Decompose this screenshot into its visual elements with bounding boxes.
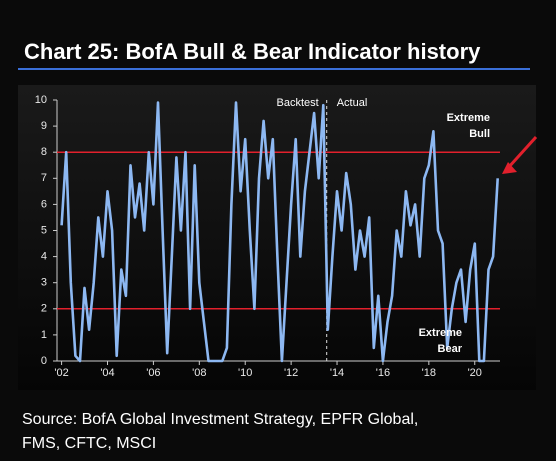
y-tick-label: 7: [41, 172, 47, 184]
y-tick-label: 10: [35, 94, 47, 106]
x-tick-label: '14: [330, 367, 344, 379]
arrow: [506, 135, 538, 170]
x-tick-label: '10: [238, 367, 252, 379]
source: Source: BofA Global Investment Strategy,…: [22, 411, 418, 428]
x-tick-label: '08: [192, 367, 206, 379]
annotation: Backtest: [277, 97, 319, 109]
arrow-head: [502, 162, 517, 174]
x-tick-label: '20: [468, 367, 482, 379]
x-tick-label: '06: [146, 367, 160, 379]
source: FMS, CFTC, MSCI: [22, 435, 156, 452]
x-tick-label: '18: [422, 367, 436, 379]
y-tick-label: 3: [41, 277, 47, 289]
chart-title: Chart 25: BofA Bull & Bear Indicator his…: [24, 39, 481, 64]
annotation: Bull: [469, 128, 490, 140]
series-line: [60, 101, 499, 363]
y-tick-label: 8: [41, 146, 47, 158]
annotation: Extreme: [447, 112, 490, 124]
x-tick-label: '16: [376, 367, 390, 379]
annotation: Extreme: [419, 327, 462, 339]
x-tick-label: '02: [54, 367, 68, 379]
x-tick-label: '12: [284, 367, 298, 379]
y-tick-label: 6: [41, 198, 47, 210]
annotation: Actual: [337, 97, 368, 109]
y-tick-label: 0: [41, 355, 47, 367]
y-tick-label: 5: [41, 224, 47, 236]
y-tick-label: 1: [41, 329, 47, 341]
annotation: Bear: [438, 343, 463, 355]
x-tick-label: '04: [100, 367, 114, 379]
y-tick-label: 9: [41, 120, 47, 132]
y-tick-label: 2: [41, 303, 47, 315]
y-tick-label: 4: [41, 251, 47, 263]
